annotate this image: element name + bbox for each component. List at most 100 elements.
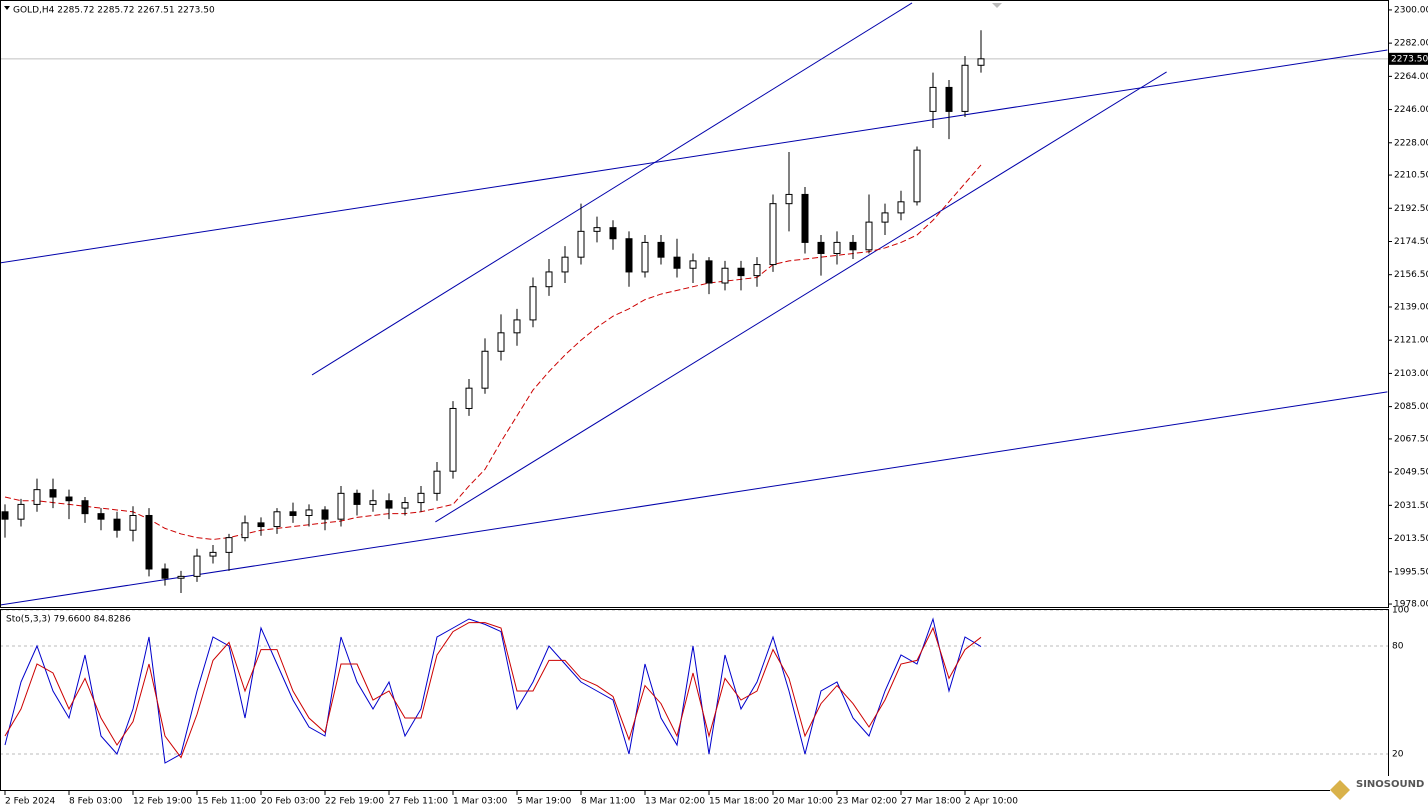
candle-body [977,58,985,66]
y-tick-label: 2103.00 [1394,369,1428,379]
candle-body [961,64,969,112]
candle-body [193,555,201,577]
x-tick-label: 12 Feb 19:00 [133,797,192,807]
moving-average [4,164,982,540]
candle-body [753,264,761,277]
candle-body [817,241,825,254]
y-tick-label: 2264.00 [1394,72,1428,82]
candle-body [833,241,841,254]
candle-body [17,503,25,520]
candle-body [881,212,889,223]
x-tick-label: 20 Feb 03:00 [261,797,320,807]
y-tick-label: 1978.00 [1394,600,1428,610]
candle-body [673,256,681,269]
candle-body [433,470,441,494]
candle-body [737,267,745,277]
y-tick-label: 2210.50 [1394,171,1428,181]
x-tick-label: 2 Apr 10:00 [965,797,1018,807]
y-tick-label: 100 [1392,606,1409,616]
candle-body [177,575,185,579]
candle-body [145,514,153,570]
candle-body [65,496,73,502]
candle-body [689,260,697,269]
candle-body [337,492,345,520]
candle-body [657,241,665,258]
candle-body [161,568,169,579]
candle-body [81,500,89,515]
candle-body [513,319,521,334]
candle-body [449,407,457,472]
candle-body [593,227,601,232]
x-tick-label: 8 Feb 03:00 [69,797,123,807]
chart-header: GOLD,H4 2285.72 2285.72 2267.51 2273.50 [13,6,215,16]
y-tick-label: 80 [1392,642,1404,652]
y-tick-label: 2228.00 [1394,138,1428,148]
candle-body [321,509,329,520]
candle-body [529,286,537,321]
y-tick-label: 2067.50 [1394,434,1428,444]
y-tick-label: 1995.50 [1394,567,1428,577]
x-tick-label: 27 Feb 11:00 [389,797,448,807]
y-tick-label: 2031.50 [1394,501,1428,511]
candle-body [1,511,9,520]
candle-body [801,193,809,243]
stoch-panel [0,609,1389,791]
stoch-line [4,622,982,759]
x-tick-label: 2 Feb 2024 [5,797,56,807]
stoch-line [4,617,982,764]
price-layer [1,2,1388,606]
trendline [1,49,1388,264]
candle-body [113,518,121,531]
y-tick-label: 2300.00 [1394,5,1428,15]
candle-body [241,522,249,539]
x-tick-label: 23 Mar 02:00 [837,797,897,807]
candle-body [577,230,585,258]
shift-marker[interactable] [992,3,1002,8]
candle-body [641,241,649,273]
candle-body [849,241,857,251]
candle-body [129,514,137,531]
candle-body [561,256,569,273]
candle-body [417,492,425,504]
y-tick-label: 2121.00 [1394,336,1428,346]
candle-body [897,201,905,214]
candle-body [865,221,873,251]
candle-body [353,492,361,505]
stoch-layer [1,610,1388,764]
candle-body [913,149,921,203]
candle-body [401,502,409,509]
y-tick-label: 2282.00 [1394,39,1428,49]
x-tick-label: 5 Mar 19:00 [517,797,572,807]
candle-body [209,551,217,557]
main-panel [0,0,1389,608]
candle-body [705,260,713,284]
x-tick-label: 20 Mar 10:00 [773,797,833,807]
last-price-box [1389,52,1428,65]
y-tick-label: 2013.50 [1394,534,1428,544]
y-tick-label: 2156.50 [1394,270,1428,280]
x-tick-label: 13 Mar 02:00 [645,797,705,807]
candle-body [545,271,553,288]
menu-arrow[interactable] [4,6,10,10]
y-tick-label: 2139.00 [1394,302,1428,312]
candle-body [929,86,937,112]
candle-body [385,500,393,509]
last-price-label: 2273.50 [1391,54,1428,64]
y-tick-label: 2085.00 [1394,402,1428,412]
watermark: SINOSOUND [1356,779,1424,790]
candle-body [609,227,617,240]
candle-body [481,350,489,389]
y-tick-label: 2246.00 [1394,105,1428,115]
trendline [1,391,1388,606]
y-tick-label: 2192.50 [1394,204,1428,214]
candle-body [97,513,105,520]
stoch-header: Sto(5,3,3) 79.6600 84.8286 [6,615,131,625]
x-tick-label: 22 Feb 19:00 [325,797,384,807]
candle-body [369,500,377,505]
candle-body [625,238,633,273]
candle-body [49,489,57,498]
candle-body [785,193,793,205]
x-tick-label: 8 Mar 11:00 [581,797,636,807]
candle-body [945,86,953,112]
